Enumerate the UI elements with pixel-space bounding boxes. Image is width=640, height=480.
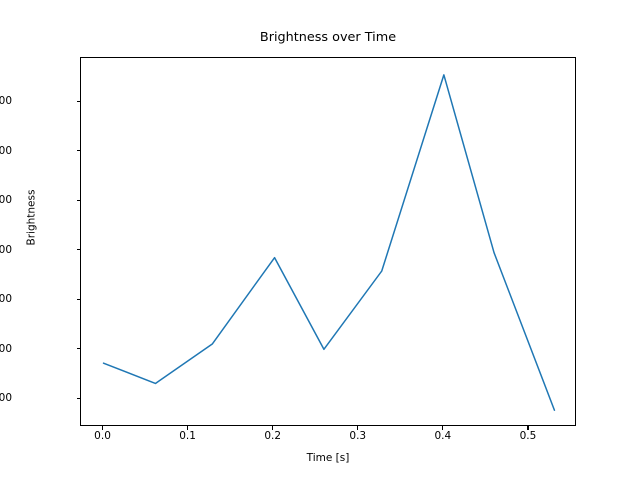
x-axis-tick-mark: [187, 426, 189, 430]
x-axis-tick-mark: [357, 426, 359, 430]
x-axis-tick-mark: [272, 426, 274, 430]
y-axis-label: Brightness: [25, 189, 38, 246]
y-axis-tick-label: 700: [0, 95, 12, 108]
y-axis-tick-label: 600: [0, 144, 12, 157]
y-axis-tick-mark: [76, 348, 80, 350]
y-axis-tick-mark: [76, 298, 80, 300]
y-axis-tick-label: 200: [0, 342, 12, 355]
x-axis-label: Time [s]: [306, 452, 350, 464]
x-axis-tick-label: 0.1: [179, 430, 196, 442]
y-axis-tick-label: 300: [0, 293, 12, 306]
x-axis-tick-mark: [527, 426, 529, 430]
x-axis-tick-label: 0.0: [94, 430, 111, 442]
y-axis-tick-label: 500: [0, 194, 12, 207]
data-line-series: [102, 74, 556, 411]
series-polyline: [102, 74, 556, 411]
y-axis-tick-mark: [76, 397, 80, 399]
plot-area: [80, 57, 576, 426]
x-axis-tick-mark: [102, 426, 104, 430]
y-axis-tick-label: 400: [0, 243, 12, 256]
x-axis-tick-label: 0.4: [434, 430, 452, 442]
y-axis-tick-marks: [76, 0, 81, 480]
y-axis-tick-mark: [76, 249, 80, 251]
x-axis-tick-label: 0.5: [519, 430, 537, 442]
x-axis-tick-marks: [0, 426, 640, 430]
x-axis-tick-label: 0.3: [349, 430, 367, 442]
y-axis-tick-label: 100: [0, 392, 12, 405]
y-axis-tick-mark: [76, 150, 80, 152]
x-axis-tick-labels: 0.0 0.1 0.2 0.3 0.4 0.5: [0, 426, 640, 456]
x-axis-tick-label: 0.2: [264, 430, 282, 442]
y-axis-tick-mark: [76, 199, 80, 201]
chart-title: Brightness over Time: [259, 30, 397, 45]
y-axis-tick-labels: 100 200 300 400 500 600 700: [0, 0, 80, 480]
y-axis-tick-mark: [76, 100, 80, 102]
x-axis-tick-mark: [442, 426, 444, 430]
